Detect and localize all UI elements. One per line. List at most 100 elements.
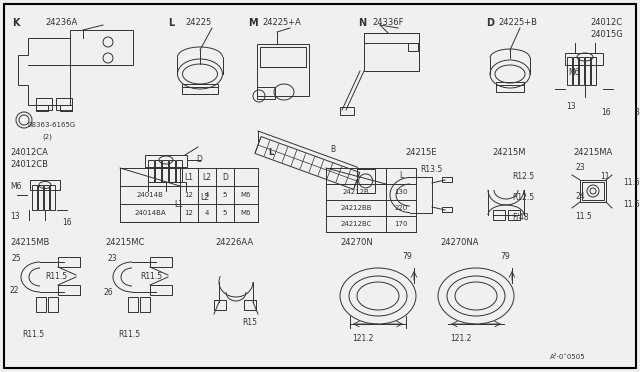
Bar: [32, 185, 37, 210]
Text: L1: L1: [184, 173, 193, 182]
Bar: [36, 105, 48, 111]
Text: 22: 22: [10, 286, 19, 295]
Text: 130: 130: [394, 189, 408, 195]
Bar: [442, 177, 452, 182]
Text: 5: 5: [223, 192, 227, 198]
Text: 24215MC: 24215MC: [105, 238, 145, 247]
Text: 11: 11: [600, 172, 609, 181]
Text: (2): (2): [42, 134, 52, 141]
Text: 24225+B: 24225+B: [498, 18, 537, 27]
Text: R11.5: R11.5: [45, 272, 67, 281]
Bar: [257, 44, 309, 96]
Bar: [567, 57, 572, 85]
Bar: [244, 300, 256, 310]
Text: 24215M: 24215M: [492, 148, 525, 157]
Text: 79: 79: [500, 252, 509, 261]
Text: 08363-6165G: 08363-6165G: [28, 122, 76, 128]
Text: 24: 24: [575, 192, 584, 201]
Text: 12: 12: [184, 210, 193, 216]
Bar: [580, 180, 606, 202]
Text: D: D: [486, 18, 494, 28]
Bar: [30, 180, 60, 190]
Text: 11.5: 11.5: [623, 200, 640, 209]
Text: N: N: [358, 18, 366, 28]
Text: M6: M6: [241, 210, 252, 216]
Text: L: L: [168, 18, 174, 28]
Bar: [493, 210, 505, 220]
Bar: [582, 182, 604, 200]
Bar: [591, 57, 596, 85]
Text: 24215MA: 24215MA: [573, 148, 612, 157]
Text: 23: 23: [108, 254, 118, 263]
Bar: [214, 300, 226, 310]
Text: L2: L2: [202, 173, 211, 182]
Text: R11.5: R11.5: [140, 272, 162, 281]
Bar: [356, 169, 374, 193]
Bar: [44, 185, 49, 210]
Text: 4: 4: [205, 192, 209, 198]
Text: 24012CA: 24012CA: [10, 148, 48, 157]
Text: 24225+A: 24225+A: [262, 18, 301, 27]
Text: 79: 79: [402, 252, 412, 261]
Bar: [140, 297, 150, 312]
Text: R15: R15: [242, 318, 257, 327]
Text: L2: L2: [200, 193, 209, 202]
Bar: [56, 98, 72, 110]
Text: 16: 16: [62, 218, 72, 227]
Text: 170: 170: [394, 221, 408, 227]
Text: 24215MB: 24215MB: [10, 238, 49, 247]
Text: 24212B: 24212B: [342, 189, 369, 195]
Bar: [58, 257, 80, 267]
Bar: [48, 297, 58, 312]
Bar: [169, 160, 175, 182]
Text: 5: 5: [223, 210, 227, 216]
Text: 24226AA: 24226AA: [215, 238, 253, 247]
Text: L: L: [268, 148, 273, 157]
Bar: [155, 160, 161, 182]
Text: 24336F: 24336F: [372, 18, 403, 27]
Text: L1: L1: [174, 200, 183, 209]
Text: 11.5: 11.5: [623, 178, 640, 187]
Text: 24015G: 24015G: [590, 30, 623, 39]
Bar: [364, 33, 419, 43]
Text: R11.5: R11.5: [22, 330, 44, 339]
Bar: [148, 160, 154, 182]
Bar: [364, 33, 419, 71]
Text: 24012C: 24012C: [590, 18, 622, 27]
Bar: [150, 285, 172, 295]
Text: D: D: [196, 155, 202, 164]
Text: 24270NA: 24270NA: [440, 238, 479, 247]
Text: 24212BC: 24212BC: [340, 221, 372, 227]
Bar: [150, 257, 172, 267]
Bar: [579, 57, 584, 85]
Text: 24215E: 24215E: [405, 148, 436, 157]
Bar: [128, 297, 138, 312]
Text: 220: 220: [394, 205, 408, 211]
Text: 4: 4: [205, 210, 209, 216]
Text: M6: M6: [568, 68, 579, 77]
Bar: [565, 53, 603, 65]
Bar: [442, 207, 452, 212]
Text: 24014BA: 24014BA: [134, 210, 166, 216]
Text: 24270N: 24270N: [340, 238, 372, 247]
Text: 24014B: 24014B: [136, 192, 163, 198]
Text: M: M: [248, 18, 258, 28]
Bar: [257, 87, 275, 99]
Text: 3: 3: [634, 108, 639, 117]
Bar: [340, 107, 354, 115]
Bar: [36, 297, 46, 312]
Text: 25: 25: [12, 254, 22, 263]
Bar: [38, 185, 43, 210]
Text: M6: M6: [10, 182, 22, 191]
Text: 12: 12: [184, 192, 193, 198]
Text: D: D: [222, 173, 228, 182]
Bar: [60, 105, 72, 111]
Bar: [508, 210, 520, 220]
Text: 24225: 24225: [185, 18, 211, 27]
Bar: [176, 160, 182, 182]
Bar: [50, 185, 55, 210]
Text: 121.2: 121.2: [352, 334, 373, 343]
Text: A²·0ˆ0505: A²·0ˆ0505: [550, 354, 586, 360]
Text: 13: 13: [566, 102, 575, 111]
Bar: [260, 47, 306, 67]
